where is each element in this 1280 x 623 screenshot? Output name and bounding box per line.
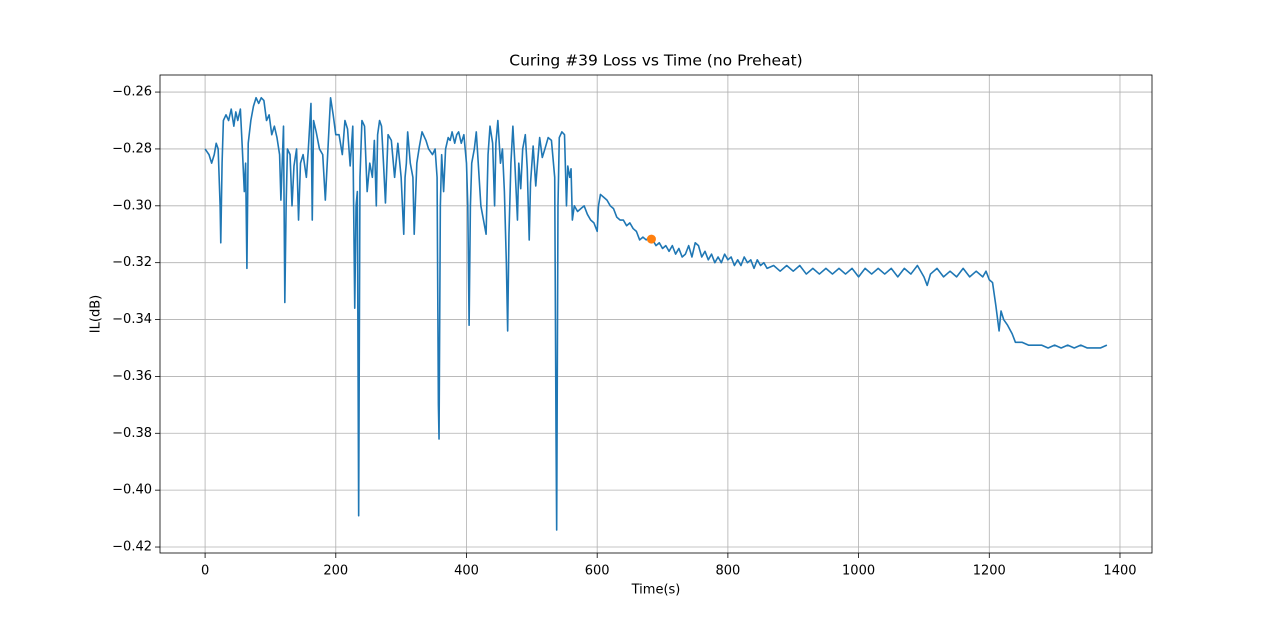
x-tick-label: 1000 [842, 564, 875, 579]
plot-frame [159, 74, 1153, 554]
y-tick-label: −0.36 [112, 369, 152, 384]
y-tick-label: −0.42 [112, 540, 152, 555]
y-tick-label: −0.34 [112, 312, 152, 327]
x-tick-label: 600 [585, 564, 610, 579]
y-axis-label: IL(dB) [89, 295, 104, 333]
y-tick-label: −0.26 [112, 85, 152, 100]
x-tick-label: 200 [323, 564, 348, 579]
y-tick-label: −0.32 [112, 255, 152, 270]
chart-title: Curing #39 Loss vs Time (no Preheat) [509, 52, 802, 70]
data-line [204, 96, 1108, 531]
x-tick-label: 1200 [973, 564, 1006, 579]
x-tick-label: 800 [715, 564, 740, 579]
y-tick-label: −0.40 [112, 483, 152, 498]
x-tick-label: 400 [454, 564, 479, 579]
y-tick-label: −0.28 [112, 141, 152, 156]
data-point [646, 234, 656, 244]
x-axis-label: Time(s) [631, 583, 681, 598]
y-tick-label: −0.30 [112, 198, 152, 213]
y-tick-label: −0.38 [112, 426, 152, 441]
x-tick-label: 1400 [1103, 564, 1136, 579]
x-tick-label: 0 [201, 564, 209, 579]
